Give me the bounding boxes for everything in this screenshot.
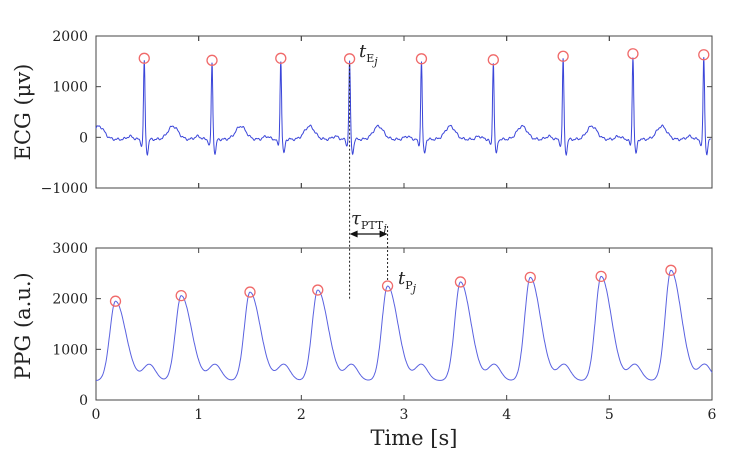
ecg-r-peak-marker [627,48,639,60]
ecg-y-ticks: −1000 0 1000 2000 [41,29,713,197]
ppg-y-ticks: 0 1000 2000 3000 [52,241,712,409]
x-tick-label: 6 [708,407,717,423]
ecg-peak-annotation: tEj [359,41,378,68]
ecg-r-peak-marker [415,53,428,65]
ppg-peak-marker [244,286,256,298]
ecg-r-peak-marker [343,53,356,65]
ppg-systolic-peak-markers [109,264,677,307]
x-tick-label: 5 [605,407,614,423]
y-tick-label: 2000 [52,292,88,308]
ppg-peak-marker [381,280,394,292]
ecg-r-peak-marker [698,49,710,61]
ecg-r-peak-marker [206,54,218,66]
x-tick-label: 0 [92,407,101,423]
x-tick-label: 3 [400,407,409,423]
ppg-peak-marker [524,271,536,284]
ppg-peak-marker [454,276,467,288]
ecg-r-peak-marker [275,52,287,64]
ecg-signal-line [95,57,711,157]
ppg-peak-annotation: tPj [398,268,417,295]
ppg-panel: 0 1000 2000 3000 0 1 2 3 4 5 6 PPG (a.u.) Time [s… [11,241,717,450]
ppg-xlabel: Time [s] [371,426,458,450]
ptt-annotation: τPTTj [349,64,389,299]
ppg-peak-marker [175,289,187,302]
ppg-peak-marker [595,270,607,283]
ptt-label: τPTTj [351,208,387,235]
ecg-r-peak-markers [138,48,710,66]
ppg-peak-marker [109,295,122,307]
y-tick-label: 0 [79,393,88,409]
ppg-ylabel: PPG (a.u.) [11,272,35,380]
ppg-x-ticks: 0 1 2 3 4 5 6 [92,248,717,423]
ecg-r-peak-marker [487,54,499,66]
ecg-axes-box [95,35,713,189]
ppg-peak-marker [665,264,677,276]
ecg-panel: −1000 0 1000 2000 ECG (μv) tEj [11,29,713,197]
ecg-r-peak-marker [138,52,150,64]
ecg-x-ticks [95,36,713,188]
y-tick-label: 1000 [52,80,88,96]
ptt-arrowhead-left [349,230,358,238]
x-tick-label: 2 [297,407,306,423]
ppg-peak-marker [312,284,324,296]
x-tick-label: 4 [502,407,511,423]
y-tick-label: 3000 [52,241,88,257]
y-tick-label: 2000 [52,29,88,45]
ecg-r-peak-marker [557,50,569,62]
y-tick-label: −1000 [41,181,88,197]
ptt-arrowhead-right [379,230,388,238]
y-tick-label: 1000 [52,342,88,358]
x-tick-label: 1 [194,407,203,423]
ecg-ylabel: ECG (μv) [11,64,35,161]
ppg-signal-line [96,269,713,381]
y-tick-label: 0 [79,130,88,146]
